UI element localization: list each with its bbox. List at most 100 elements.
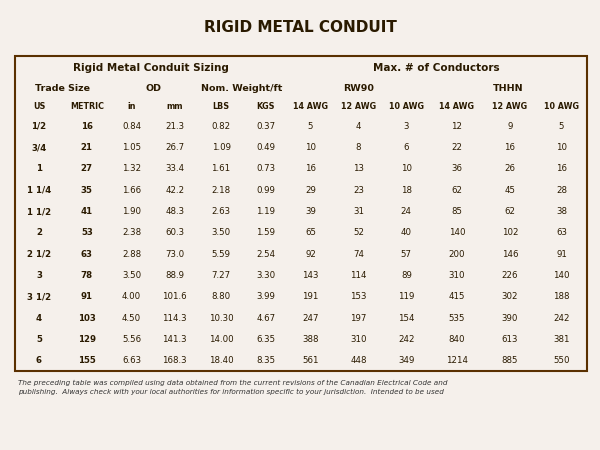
- Text: 0.49: 0.49: [256, 143, 275, 152]
- Text: 14 AWG: 14 AWG: [439, 102, 474, 111]
- Text: 33.4: 33.4: [165, 164, 184, 173]
- Text: 26: 26: [505, 164, 515, 173]
- Text: 200: 200: [449, 250, 465, 259]
- Text: 1 1/4: 1 1/4: [27, 186, 51, 195]
- Text: 3.30: 3.30: [256, 271, 275, 280]
- Text: 52: 52: [353, 228, 364, 237]
- Text: 0.82: 0.82: [211, 122, 230, 131]
- Text: 29: 29: [305, 186, 316, 195]
- Text: 21: 21: [81, 143, 93, 152]
- Text: 42.2: 42.2: [165, 186, 184, 195]
- Text: 10: 10: [556, 143, 567, 152]
- Text: 349: 349: [398, 356, 415, 365]
- Text: OD: OD: [146, 84, 162, 93]
- Text: 35: 35: [81, 186, 93, 195]
- Text: 1/2: 1/2: [31, 122, 47, 131]
- Text: 2: 2: [36, 228, 42, 237]
- Text: 8.80: 8.80: [211, 292, 230, 301]
- Text: 16: 16: [556, 164, 567, 173]
- Text: 310: 310: [449, 271, 465, 280]
- Text: 53: 53: [81, 228, 93, 237]
- Text: 14 AWG: 14 AWG: [293, 102, 328, 111]
- Text: 448: 448: [350, 356, 367, 365]
- Text: 5: 5: [559, 122, 565, 131]
- Text: 48.3: 48.3: [165, 207, 184, 216]
- Text: 6: 6: [36, 356, 42, 365]
- Text: 73.0: 73.0: [165, 250, 184, 259]
- Text: 1.66: 1.66: [122, 186, 141, 195]
- Text: 1.59: 1.59: [256, 228, 275, 237]
- Text: 6.63: 6.63: [122, 356, 141, 365]
- Text: 36: 36: [451, 164, 462, 173]
- Text: 92: 92: [305, 250, 316, 259]
- Text: mm: mm: [166, 102, 183, 111]
- Text: 4: 4: [36, 314, 42, 323]
- Text: 27: 27: [81, 164, 93, 173]
- Text: publishing.  Always check with your local authorities for information specific t: publishing. Always check with your local…: [18, 389, 444, 396]
- Text: 4.50: 4.50: [122, 314, 141, 323]
- Text: 155: 155: [78, 356, 96, 365]
- Text: 101.6: 101.6: [163, 292, 187, 301]
- Text: 10 AWG: 10 AWG: [389, 102, 424, 111]
- Text: 114: 114: [350, 271, 367, 280]
- Text: 0.37: 0.37: [256, 122, 275, 131]
- Text: 381: 381: [553, 335, 570, 344]
- Text: 146: 146: [502, 250, 518, 259]
- Text: 62: 62: [505, 207, 515, 216]
- Text: 28: 28: [556, 186, 567, 195]
- Text: 41: 41: [81, 207, 93, 216]
- Text: Max. # of Conductors: Max. # of Conductors: [373, 63, 500, 73]
- Text: 24: 24: [401, 207, 412, 216]
- Text: RIGID METAL CONDUIT: RIGID METAL CONDUIT: [203, 20, 397, 35]
- Text: 14.00: 14.00: [209, 335, 233, 344]
- Text: 0.99: 0.99: [256, 186, 275, 195]
- Text: 63: 63: [81, 250, 93, 259]
- Text: 197: 197: [350, 314, 367, 323]
- Text: 62: 62: [451, 186, 462, 195]
- Text: 129: 129: [78, 335, 96, 344]
- Text: 10: 10: [305, 143, 316, 152]
- Text: 12: 12: [451, 122, 462, 131]
- Text: 8: 8: [356, 143, 361, 152]
- Text: 0.73: 0.73: [256, 164, 275, 173]
- Text: 143: 143: [302, 271, 319, 280]
- Text: 153: 153: [350, 292, 367, 301]
- Text: RW90: RW90: [343, 84, 374, 93]
- Text: 13: 13: [353, 164, 364, 173]
- Text: 1.19: 1.19: [256, 207, 275, 216]
- Text: 4: 4: [356, 122, 361, 131]
- Text: 561: 561: [302, 356, 319, 365]
- Text: 3: 3: [36, 271, 42, 280]
- Text: 119: 119: [398, 292, 415, 301]
- Text: 2 1/2: 2 1/2: [27, 250, 51, 259]
- Text: 16: 16: [305, 164, 316, 173]
- Text: Rigid Metal Conduit Sizing: Rigid Metal Conduit Sizing: [73, 63, 229, 73]
- Text: 89: 89: [401, 271, 412, 280]
- Text: 10: 10: [401, 164, 412, 173]
- Text: 1.09: 1.09: [212, 143, 230, 152]
- Text: 88.9: 88.9: [165, 271, 184, 280]
- Text: Trade Size: Trade Size: [35, 84, 91, 93]
- Text: The preceding table was compiled using data obtained from the current revisions : The preceding table was compiled using d…: [18, 380, 448, 387]
- Text: 1.90: 1.90: [122, 207, 141, 216]
- Text: 2.18: 2.18: [211, 186, 230, 195]
- Text: 7.27: 7.27: [211, 271, 230, 280]
- Text: 2.63: 2.63: [211, 207, 230, 216]
- Text: 103: 103: [78, 314, 96, 323]
- Text: 1.61: 1.61: [211, 164, 230, 173]
- Text: 140: 140: [449, 228, 465, 237]
- Text: 247: 247: [302, 314, 319, 323]
- Text: 310: 310: [350, 335, 367, 344]
- Text: 39: 39: [305, 207, 316, 216]
- Text: KGS: KGS: [257, 102, 275, 111]
- Text: 6: 6: [404, 143, 409, 152]
- Text: 85: 85: [451, 207, 462, 216]
- Text: 1214: 1214: [446, 356, 468, 365]
- Text: 5.56: 5.56: [122, 335, 141, 344]
- Text: 45: 45: [505, 186, 515, 195]
- Text: 242: 242: [398, 335, 415, 344]
- Text: 168.3: 168.3: [163, 356, 187, 365]
- Text: 1 1/2: 1 1/2: [27, 207, 51, 216]
- Text: 840: 840: [449, 335, 465, 344]
- Text: 0.84: 0.84: [122, 122, 141, 131]
